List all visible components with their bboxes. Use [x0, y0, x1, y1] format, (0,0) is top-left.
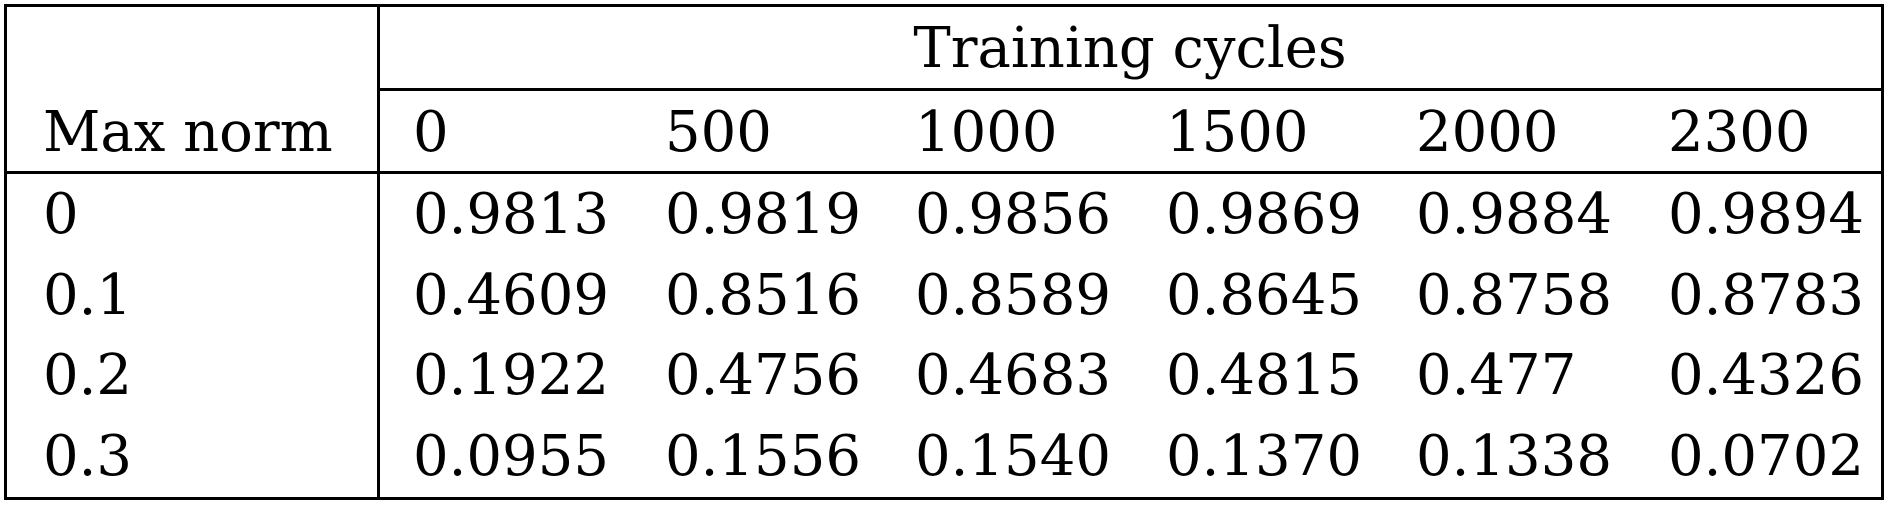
table-cell: 0.0702 [1668, 424, 1864, 489]
table-cell: 0.8589 [915, 263, 1111, 328]
column-header: 2300 [1668, 100, 1811, 165]
table-cell: 0.1338 [1416, 424, 1612, 489]
table-cell: 0.4756 [665, 343, 861, 408]
table-cell: 0.1540 [915, 424, 1111, 489]
table-cell: 0.0955 [413, 424, 609, 489]
header-divider-bottom [7, 171, 1881, 174]
row-label: 0.2 [43, 343, 133, 408]
table-cell: 0.4815 [1166, 343, 1362, 408]
column-header: 1500 [1166, 100, 1309, 165]
table-cell: 0.8758 [1416, 263, 1612, 328]
column-header: 0 [413, 100, 449, 165]
table-cell: 0.8645 [1166, 263, 1362, 328]
table-cell: 0.4683 [915, 343, 1111, 408]
column-header: 500 [665, 100, 772, 165]
results-table: Training cycles Max norm 0 500 1000 1500… [4, 4, 1884, 500]
table-cell: 0.8516 [665, 263, 861, 328]
group-header-training-cycles: Training cycles [913, 16, 1347, 81]
row-label: 0.3 [43, 424, 133, 489]
table-cell: 0.4326 [1668, 343, 1864, 408]
table-cell: 0.477 [1416, 343, 1577, 408]
table-cell: 0.1370 [1166, 424, 1362, 489]
row-header-label: Max norm [43, 100, 333, 165]
row-header-divider [377, 7, 380, 497]
table-cell: 0.9884 [1416, 182, 1612, 247]
table-cell: 0.9856 [915, 182, 1111, 247]
header-divider-top [377, 88, 1881, 91]
column-header: 2000 [1416, 100, 1559, 165]
table-cell: 0.8783 [1668, 263, 1864, 328]
column-header: 1000 [915, 100, 1058, 165]
table-cell: 0.9894 [1668, 182, 1864, 247]
table-cell: 0.1922 [413, 343, 609, 408]
table-cell: 0.4609 [413, 263, 609, 328]
table-cell: 0.9819 [665, 182, 861, 247]
table-cell: 0.1556 [665, 424, 861, 489]
row-label: 0.1 [43, 263, 133, 328]
table-cell: 0.9869 [1166, 182, 1362, 247]
table-cell: 0.9813 [413, 182, 609, 247]
row-label: 0 [43, 182, 79, 247]
